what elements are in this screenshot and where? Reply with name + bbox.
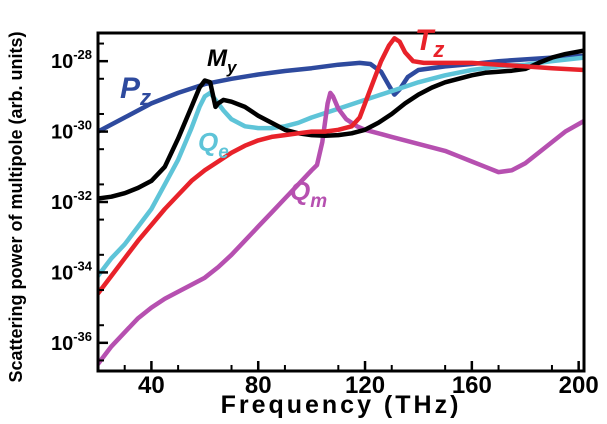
series-label-tz: Tz: [415, 24, 444, 62]
x-tick-label: 120: [345, 372, 385, 399]
y-tick-label: 10-36: [51, 329, 92, 355]
y-tick-label: 10-30: [51, 118, 92, 144]
series-layer: [98, 36, 584, 367]
series-label-pz: Pz: [120, 72, 151, 110]
x-axis-title: Frequency (THz): [221, 391, 462, 419]
series-label-qe: Qe: [198, 127, 229, 163]
series-line-qm: [98, 90, 584, 367]
x-tick-label: 200: [559, 372, 599, 399]
series-line-my: [98, 48, 584, 201]
x-tick-label: 40: [138, 372, 165, 399]
y-tick-label: 10-28: [51, 47, 92, 73]
series-line-tz: [98, 36, 584, 296]
x-tick-label: 80: [245, 372, 272, 399]
y-axis-title: Scattering power of multipole (arb. unit…: [6, 31, 26, 382]
y-tick-label: 10-32: [51, 188, 92, 214]
series-label-my: My: [207, 45, 238, 77]
series-line-qe: [98, 55, 584, 279]
series-label-qm: Qm: [290, 176, 327, 212]
y-tick-label: 10-34: [51, 258, 93, 284]
x-tick-label: 160: [452, 372, 492, 399]
ticks-layer: 40 80 120 160 200 10-28 10-30 10-32 10-34 10-36: [51, 42, 599, 399]
series-labels: Pz My Qe Tz Qm: [120, 24, 444, 212]
